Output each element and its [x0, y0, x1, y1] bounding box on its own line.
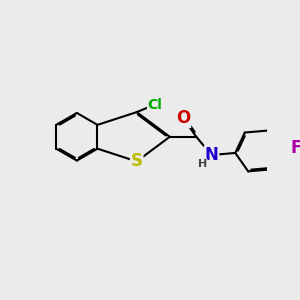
Text: N: N [205, 146, 218, 164]
Text: O: O [176, 109, 190, 127]
Text: S: S [131, 152, 143, 170]
Text: Cl: Cl [148, 98, 163, 112]
Text: F: F [290, 139, 300, 157]
Text: H: H [198, 159, 207, 169]
